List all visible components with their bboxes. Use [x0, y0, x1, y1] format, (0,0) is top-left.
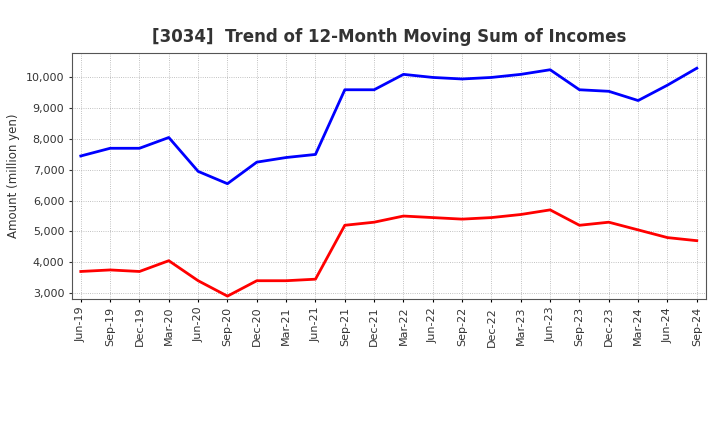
- Ordinary Income: [663, 83, 672, 88]
- Net Income: [605, 220, 613, 225]
- Ordinary Income: [106, 146, 114, 151]
- Net Income: [546, 207, 554, 213]
- Net Income: [487, 215, 496, 220]
- Net Income: [282, 278, 290, 283]
- Net Income: [428, 215, 437, 220]
- Ordinary Income: [253, 160, 261, 165]
- Ordinary Income: [282, 155, 290, 160]
- Ordinary Income: [135, 146, 144, 151]
- Net Income: [370, 220, 379, 225]
- Ordinary Income: [693, 66, 701, 71]
- Ordinary Income: [76, 153, 85, 158]
- Net Income: [634, 227, 642, 232]
- Ordinary Income: [605, 88, 613, 94]
- Net Income: [693, 238, 701, 243]
- Ordinary Income: [634, 98, 642, 103]
- Net Income: [458, 216, 467, 222]
- Ordinary Income: [370, 87, 379, 92]
- Ordinary Income: [428, 75, 437, 80]
- Ordinary Income: [223, 181, 232, 187]
- Net Income: [311, 277, 320, 282]
- Net Income: [76, 269, 85, 274]
- Y-axis label: Amount (million yen): Amount (million yen): [7, 114, 20, 238]
- Ordinary Income: [164, 135, 173, 140]
- Ordinary Income: [546, 67, 554, 72]
- Ordinary Income: [311, 152, 320, 157]
- Ordinary Income: [487, 75, 496, 80]
- Net Income: [223, 293, 232, 299]
- Title: [3034]  Trend of 12-Month Moving Sum of Incomes: [3034] Trend of 12-Month Moving Sum of I…: [152, 28, 626, 46]
- Ordinary Income: [194, 169, 202, 174]
- Net Income: [399, 213, 408, 219]
- Net Income: [106, 267, 114, 272]
- Net Income: [135, 269, 144, 274]
- Net Income: [194, 278, 202, 283]
- Ordinary Income: [458, 77, 467, 82]
- Ordinary Income: [341, 87, 349, 92]
- Ordinary Income: [399, 72, 408, 77]
- Ordinary Income: [575, 87, 584, 92]
- Net Income: [253, 278, 261, 283]
- Line: Ordinary Income: Ordinary Income: [81, 68, 697, 184]
- Net Income: [164, 258, 173, 263]
- Net Income: [575, 223, 584, 228]
- Net Income: [516, 212, 525, 217]
- Net Income: [341, 223, 349, 228]
- Line: Net Income: Net Income: [81, 210, 697, 296]
- Ordinary Income: [516, 72, 525, 77]
- Net Income: [663, 235, 672, 240]
